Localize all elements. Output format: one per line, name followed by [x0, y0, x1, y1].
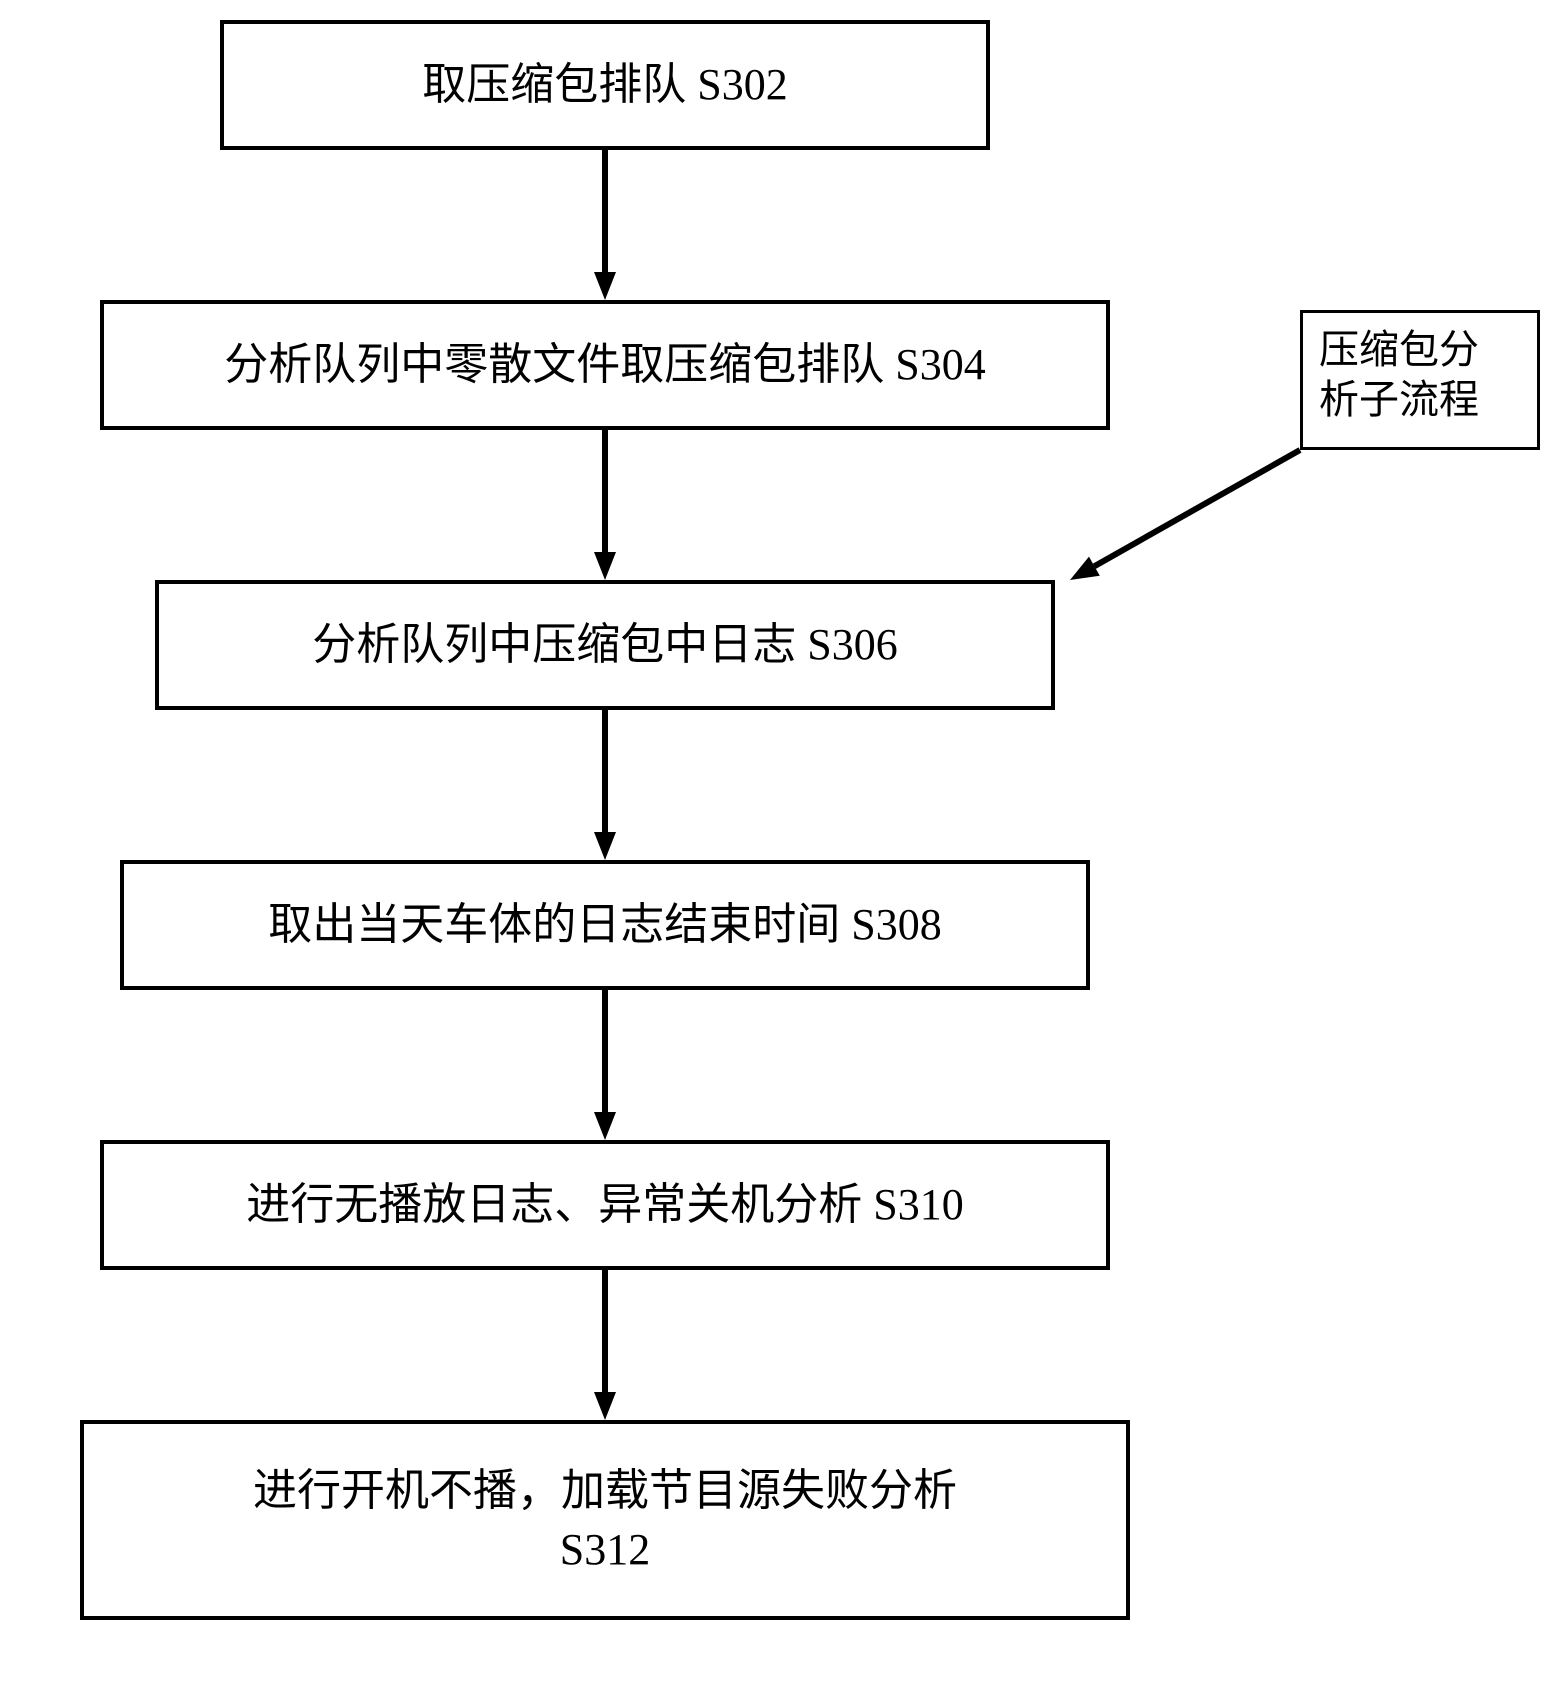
flow-node-s308: 取出当天车体的日志结束时间 S308 [120, 860, 1090, 990]
flow-node-s304: 分析队列中零散文件取压缩包排队 S304 [100, 300, 1110, 430]
side-label: 压缩包分 析子流程 [1300, 310, 1540, 450]
flowchart-canvas: 取压缩包排队 S302 分析队列中零散文件取压缩包排队 S304 分析队列中压缩… [0, 0, 1567, 1704]
flow-node-s310: 进行无播放日志、异常关机分析 S310 [100, 1140, 1110, 1270]
flow-node-s306: 分析队列中压缩包中日志 S306 [155, 580, 1055, 710]
flow-node-s312: 进行开机不播，加载节目源失败分析 S312 [80, 1420, 1130, 1620]
flow-node-s302: 取压缩包排队 S302 [220, 20, 990, 150]
